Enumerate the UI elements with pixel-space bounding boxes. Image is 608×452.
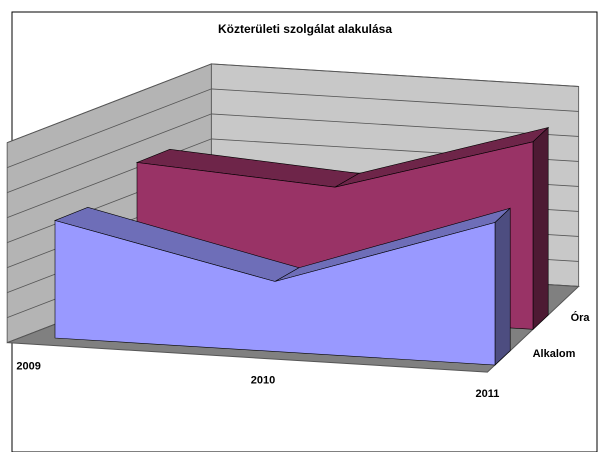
x-tick-label: 2011 [475,388,499,400]
grid-line [7,113,579,194]
x-tick-label: 2009 [16,361,40,373]
area-side [532,126,549,330]
grid-line [7,63,579,144]
chart-title: Közterületi szolgálat alakulása [218,22,392,36]
legend-label: Alkalom [533,348,576,360]
grid-line [7,88,579,169]
x-tick-label: 2010 [251,374,275,386]
area-front [54,220,496,366]
legend-label: Óra [571,311,591,324]
area-side [494,207,511,366]
